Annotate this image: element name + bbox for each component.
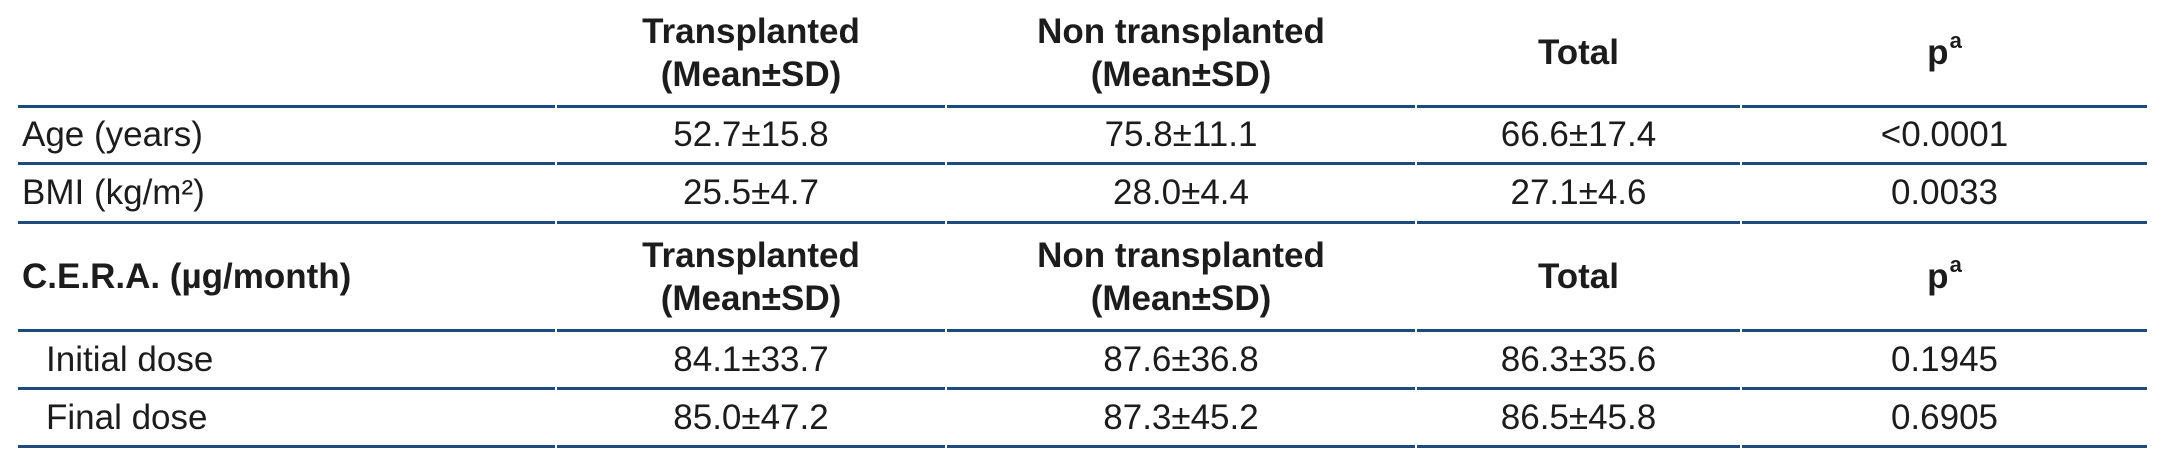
header2-non-transplanted-line2: (Mean±SD) xyxy=(1090,278,1272,318)
cell-final-dose-transplanted: 85.0±47.2 xyxy=(557,390,945,448)
header1-transplanted: Transplanted (Mean±SD) xyxy=(557,0,945,108)
header1-p: p a xyxy=(1742,0,2147,108)
header2-transplanted-text: Transplanted (Mean±SD) xyxy=(642,234,860,320)
header2-p-base: p xyxy=(1927,256,1949,296)
header1-transplanted-line2: (Mean±SD) xyxy=(660,54,842,94)
cell-bmi-transplanted: 25.5±4.7 xyxy=(557,165,945,224)
header1-non-transplanted-text: Non transplanted (Mean±SD) xyxy=(1037,10,1325,96)
header1-empty-cell xyxy=(18,0,555,108)
header2-transplanted: Transplanted (Mean±SD) xyxy=(557,224,945,332)
cell-final-dose-non-transplanted: 87.3±45.2 xyxy=(947,390,1415,448)
row-label-initial-dose: Initial dose xyxy=(18,332,555,390)
cell-bmi-total: 27.1±4.6 xyxy=(1417,165,1740,224)
header2-cera-label: C.E.R.A. (µg/month) xyxy=(18,224,555,332)
header1-p-superscript: a xyxy=(1949,28,1962,54)
header2-p: p a xyxy=(1742,224,2147,332)
cell-age-transplanted: 52.7±15.8 xyxy=(557,108,945,165)
header1-p-base: p xyxy=(1927,32,1949,72)
header2-p-superscript: a xyxy=(1949,252,1962,278)
header1-transplanted-line1: Transplanted xyxy=(642,11,860,51)
header1-transplanted-text: Transplanted (Mean±SD) xyxy=(642,10,860,96)
row-label-final-dose: Final dose xyxy=(18,390,555,448)
header2-non-transplanted-line1: Non transplanted xyxy=(1037,235,1325,275)
header2-non-transplanted: Non transplanted (Mean±SD) xyxy=(947,224,1415,332)
cell-final-dose-total: 86.5±45.8 xyxy=(1417,390,1740,448)
cell-bmi-p: 0.0033 xyxy=(1742,165,2147,224)
cell-age-total: 66.6±17.4 xyxy=(1417,108,1740,165)
row-label-bmi: BMI (kg/m²) xyxy=(18,165,555,224)
cell-final-dose-p: 0.6905 xyxy=(1742,390,2147,448)
cell-initial-dose-non-transplanted: 87.6±36.8 xyxy=(947,332,1415,390)
cell-initial-dose-total: 86.3±35.6 xyxy=(1417,332,1740,390)
cell-initial-dose-transplanted: 84.1±33.7 xyxy=(557,332,945,390)
stats-table-grid: Transplanted (Mean±SD) Non transplanted … xyxy=(18,0,2147,448)
cell-initial-dose-p: 0.1945 xyxy=(1742,332,2147,390)
cell-age-p: <0.0001 xyxy=(1742,108,2147,165)
header2-transplanted-line2: (Mean±SD) xyxy=(660,278,842,318)
row-label-age: Age (years) xyxy=(18,108,555,165)
header1-total: Total xyxy=(1417,0,1740,108)
cell-age-non-transplanted: 75.8±11.1 xyxy=(947,108,1415,165)
header1-non-transplanted: Non transplanted (Mean±SD) xyxy=(947,0,1415,108)
cell-bmi-non-transplanted: 28.0±4.4 xyxy=(947,165,1415,224)
header2-transplanted-line1: Transplanted xyxy=(642,235,860,275)
header2-non-transplanted-text: Non transplanted (Mean±SD) xyxy=(1037,234,1325,320)
header2-total: Total xyxy=(1417,224,1740,332)
header1-non-transplanted-line1: Non transplanted xyxy=(1037,11,1325,51)
header1-non-transplanted-line2: (Mean±SD) xyxy=(1090,54,1272,94)
